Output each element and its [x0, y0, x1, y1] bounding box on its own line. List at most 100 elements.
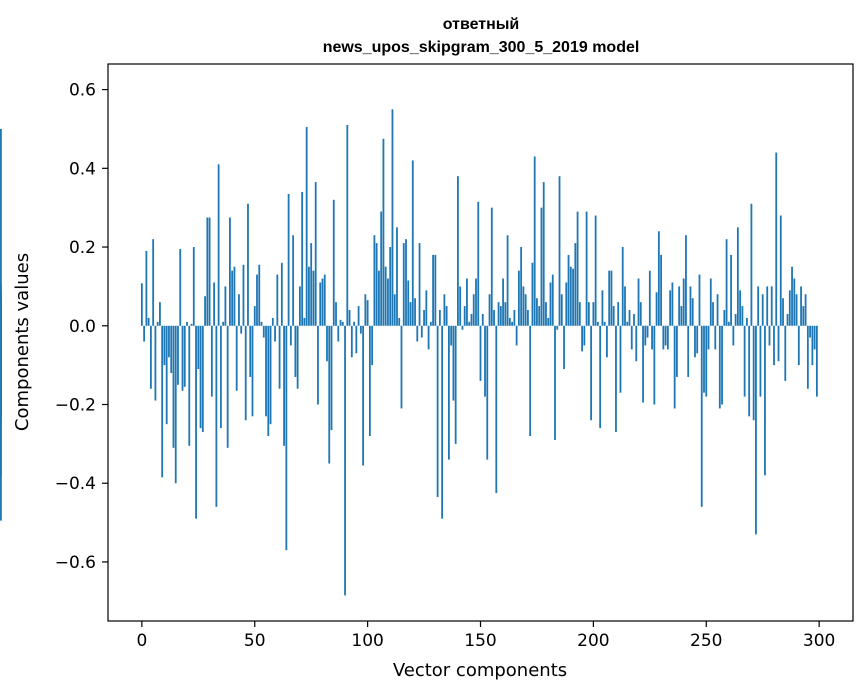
x-axis-ticks: 0 50 100 150 200 250 300 — [136, 621, 835, 651]
bar-5 — [152, 239, 155, 326]
bar-165 — [513, 310, 516, 326]
bar-298 — [813, 325, 816, 350]
bar-158 — [497, 302, 500, 326]
bar-128 — [429, 321, 432, 326]
bar-227 — [653, 325, 656, 405]
bar-111 — [391, 109, 394, 326]
bar-61 — [278, 325, 281, 389]
bar-228 — [655, 292, 658, 326]
bar-281 — [775, 152, 778, 326]
bar-197 — [585, 211, 588, 326]
bar-254 — [714, 325, 717, 350]
bar-152 — [484, 325, 486, 397]
bar-45 — [242, 264, 245, 326]
bar-164 — [511, 321, 514, 326]
bar-173 — [531, 262, 534, 326]
y-tick-label: 0.4 — [69, 159, 96, 179]
bar-14 — [172, 325, 175, 448]
bar-177 — [540, 207, 543, 326]
bar-96 — [357, 306, 360, 326]
bar-20 — [186, 321, 188, 326]
bar-22 — [190, 323, 193, 326]
bar-37 — [224, 286, 227, 326]
bar-136 — [447, 325, 450, 460]
bar-4 — [149, 325, 152, 389]
bar-265 — [739, 290, 742, 326]
bar-115 — [400, 325, 403, 409]
bar-224 — [646, 325, 649, 338]
bar-187 — [563, 325, 565, 370]
bar-79 — [319, 282, 322, 326]
bar-256 — [718, 325, 721, 409]
bar-40 — [231, 270, 234, 326]
bar-292 — [800, 286, 802, 326]
bar-100 — [366, 300, 369, 326]
bar-141 — [459, 286, 462, 326]
x-tick-label: 50 — [244, 631, 266, 651]
bar-293 — [802, 306, 805, 326]
bar-143 — [463, 306, 466, 326]
bar-248 — [700, 325, 703, 507]
bar-255 — [716, 294, 719, 326]
bar-296 — [809, 325, 812, 338]
bar-94 — [353, 321, 355, 326]
chart-title-line-2: news_upos_skipgram_300_5_2019 model — [323, 39, 640, 56]
bar-160 — [502, 278, 504, 326]
bar-242 — [687, 325, 690, 377]
bar-17 — [179, 249, 182, 326]
bar-51 — [256, 274, 258, 326]
bar-275 — [761, 294, 764, 326]
bar-276 — [764, 325, 766, 476]
bar-178 — [542, 182, 545, 326]
bar-114 — [398, 317, 401, 326]
bar-260 — [727, 321, 730, 326]
bar-169 — [522, 286, 525, 326]
bar-126 — [425, 290, 428, 326]
bar-102 — [371, 325, 374, 366]
bar-38 — [226, 325, 229, 448]
bar-166 — [515, 325, 518, 346]
bar-200 — [592, 302, 595, 326]
bar-270 — [750, 203, 753, 326]
bar-150 — [479, 325, 482, 381]
bar-285 — [784, 325, 787, 381]
bar-56 — [267, 325, 270, 436]
bar-135 — [445, 306, 448, 326]
bar-58 — [271, 317, 274, 326]
x-tick-label: 250 — [690, 631, 722, 651]
bar-286 — [786, 313, 789, 326]
x-axis-label: Vector components — [393, 660, 567, 681]
bar-112 — [393, 294, 396, 326]
bar-32 — [213, 282, 216, 326]
bar-259 — [725, 239, 728, 326]
bar-174 — [533, 156, 536, 326]
bar-11 — [165, 325, 168, 425]
bar-18 — [181, 325, 184, 391]
bar-233 — [666, 325, 669, 350]
bar-82 — [326, 325, 328, 362]
bar-299 — [815, 325, 818, 397]
bar-95 — [355, 325, 358, 354]
bar-207 — [608, 270, 611, 326]
bar-130 — [434, 254, 437, 326]
bar-74 — [308, 266, 310, 326]
bar-28 — [204, 296, 206, 326]
bar-55 — [265, 325, 267, 417]
bar-199 — [590, 325, 593, 421]
bar-27 — [201, 325, 204, 433]
bar-289 — [793, 278, 796, 326]
y-tick-label: 0.6 — [69, 81, 96, 101]
bar-235 — [671, 282, 674, 326]
bar-230 — [660, 254, 663, 326]
bar-16 — [177, 325, 179, 385]
bar-219 — [635, 325, 638, 362]
bar-129 — [432, 254, 434, 326]
bar-223 — [644, 325, 647, 346]
bar-156 — [493, 310, 495, 326]
bar-121 — [414, 298, 416, 326]
bar-168 — [520, 247, 523, 326]
bar-110 — [389, 247, 392, 326]
bar-116 — [402, 243, 405, 326]
bar-91 — [346, 125, 349, 326]
bar-140 — [457, 176, 459, 326]
